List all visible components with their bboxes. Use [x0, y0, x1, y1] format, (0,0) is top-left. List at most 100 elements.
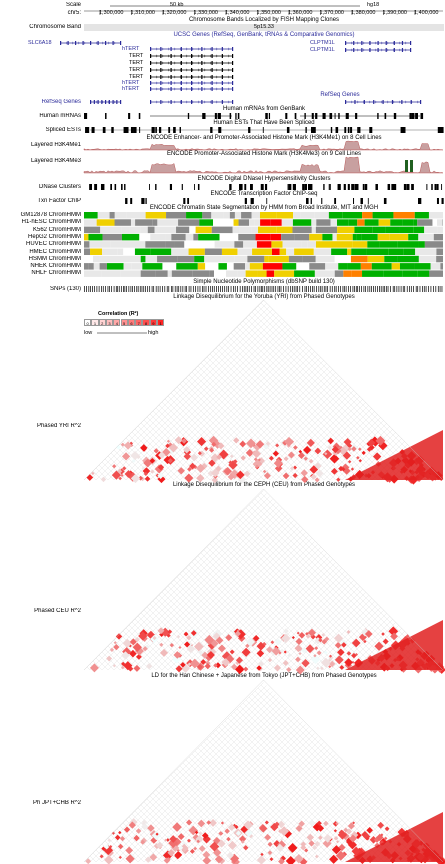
mrna-block [377, 113, 379, 119]
ld-cell [354, 652, 358, 657]
gene-label-htert-2[interactable]: hTERT [122, 80, 140, 86]
ld-ceu-label[interactable]: Phased CEU R^2 [34, 608, 81, 614]
txn-label[interactable]: Txn Factor ChIP [37, 198, 81, 204]
h3k4me1-label[interactable]: Layered H3K4Me1 [30, 142, 81, 148]
chromhmm-label[interactable]: HSMM ChromHMM [28, 255, 81, 262]
chromhmm-label[interactable]: K562 ChromHMM [32, 226, 81, 233]
mrna-block [138, 113, 141, 119]
snp-marker [417, 286, 419, 292]
est-block [218, 127, 222, 133]
dnase-cluster [426, 184, 428, 190]
gene-label-tert-4[interactable]: TERT [129, 74, 144, 80]
ld-cell [152, 635, 157, 641]
strand-arrow [161, 61, 164, 65]
est-block [437, 127, 442, 133]
chromhmm-segment [315, 255, 335, 263]
ld-grid-line [146, 798, 211, 863]
gene-label-htert-3[interactable]: hTERT [122, 86, 140, 92]
mrna-block [202, 113, 205, 119]
mrna-block [218, 113, 221, 119]
strand-arrow [167, 68, 170, 72]
est-block [404, 127, 406, 133]
txn-factor-peak [250, 198, 254, 204]
ld-grid-line [137, 615, 193, 671]
ld-grid-line [194, 558, 307, 671]
chromhmm-label[interactable]: HMEC ChromHMM [29, 248, 81, 255]
ld-cell [328, 660, 336, 668]
ld-cell [145, 856, 152, 863]
chromhmm-segment [84, 270, 102, 277]
exon [345, 48, 347, 52]
ld-cell [367, 438, 376, 447]
chromhmm-label[interactable]: H1-hESC ChromHMM [21, 219, 81, 226]
chromhmm-segment [264, 255, 269, 263]
ld-cell [180, 661, 186, 668]
legend-swatch: 3 [105, 319, 114, 326]
chromhmm-label[interactable]: HepG2 ChromHMM [27, 233, 81, 240]
h3k4me3-label[interactable]: Layered H3K4Me3 [30, 158, 81, 164]
ld-cell [157, 472, 164, 480]
strand-arrow [101, 100, 104, 104]
snp-marker [327, 286, 328, 292]
ld-cell [130, 473, 141, 484]
exon [82, 41, 84, 45]
strand-arrow [185, 68, 188, 72]
snp-marker [299, 286, 301, 292]
dnase-cluster [194, 184, 195, 190]
strand-arrow [191, 81, 194, 85]
chromosome-band[interactable]: 5p15.33 [84, 24, 444, 31]
ld-yri-label[interactable]: Phased YRI R^2 [36, 423, 81, 429]
exon [120, 41, 122, 45]
chromhmm-segment [197, 263, 206, 270]
ld-grid-line [167, 724, 306, 863]
snp-marker [432, 286, 434, 292]
ld-cell [327, 445, 332, 450]
ld-cell [309, 465, 319, 474]
est-label[interactable]: Spliced ESTs [45, 127, 81, 133]
gene-label-clptm1l-b[interactable]: CLPTM1L [310, 47, 335, 53]
snp-marker [410, 286, 412, 292]
dnase-cluster [260, 184, 264, 190]
refseq-label[interactable]: RefSeq Genes [41, 99, 81, 105]
strand-arrow [191, 61, 194, 65]
chromhmm-label[interactable]: NHEK ChromHMM [30, 263, 81, 270]
ld-cell [123, 441, 133, 450]
txn-factor-peak [183, 198, 186, 204]
mrna-block [84, 113, 88, 119]
chromhmm-label[interactable]: GM12878 ChromHMM [20, 212, 81, 218]
ld-cell [390, 632, 398, 641]
snp-marker [425, 286, 427, 292]
chromhmm-segment [106, 263, 124, 270]
exon [97, 41, 99, 45]
gene-label-tert-2[interactable]: TERT [129, 60, 144, 66]
ld-cell [183, 452, 192, 461]
snp-marker [302, 286, 303, 292]
snp-marker [369, 286, 371, 292]
chromhmm-segment [414, 263, 431, 270]
chromhmm-segment [258, 226, 277, 234]
gene-label-tert-1[interactable]: TERT [129, 53, 144, 59]
chromhmm-label[interactable]: HUVEC ChromHMM [25, 241, 81, 248]
exon [345, 41, 347, 45]
ld-cell [103, 845, 114, 856]
strand-arrow [215, 75, 218, 79]
gene-label-slc6a18[interactable]: SLC6A18 [28, 40, 52, 46]
ld-cell [301, 475, 309, 484]
gene-label-htert-1[interactable]: hTERT [122, 46, 140, 52]
band-track-label[interactable]: Chromosome Band [29, 24, 81, 30]
ld-grid-line [242, 510, 403, 671]
ld-ceu-title: Linkage Disequilibrium for the CEPH (CEU… [172, 482, 356, 488]
dnase-label[interactable]: DNase Clusters [38, 184, 81, 190]
snp-label[interactable]: SNPs (130) [49, 286, 81, 292]
gene-label-tert-3[interactable]: TERT [129, 67, 144, 73]
gene-label-clptm1l-a[interactable]: CLPTM1L [310, 40, 335, 46]
mrna-label[interactable]: Human mRNAs [39, 113, 81, 119]
ld-cell [323, 833, 333, 843]
chromhmm-segment [309, 263, 326, 270]
ld-jpt-label[interactable]: Ph JPT+CHB R^2 [33, 800, 81, 806]
ld-cell [361, 450, 366, 455]
chromhmm-label[interactable]: NHLF ChromHMM [31, 270, 81, 277]
chromhmm-segment [372, 226, 386, 234]
ld-grid-line [170, 392, 259, 481]
